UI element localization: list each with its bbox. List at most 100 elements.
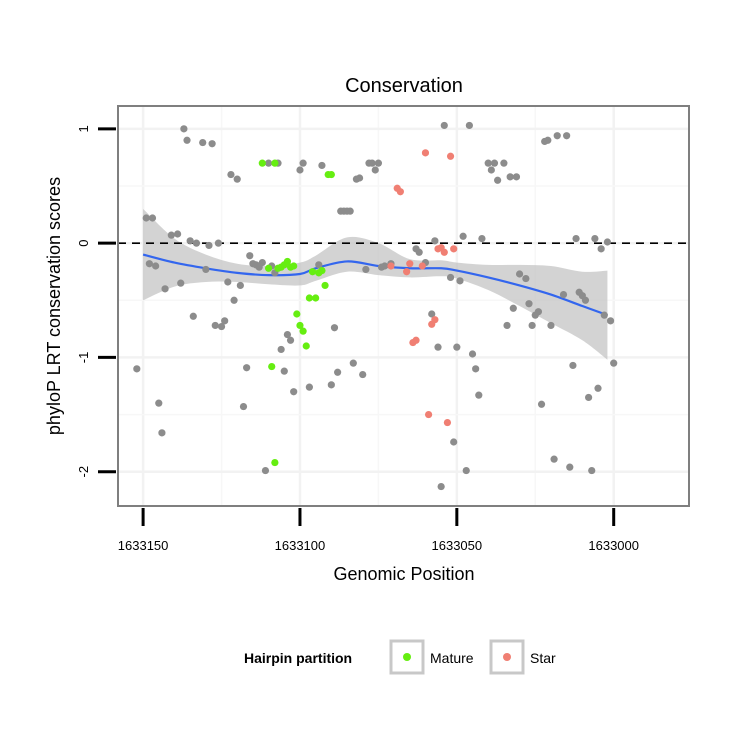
data-point-star bbox=[424, 410, 433, 419]
data-point-other bbox=[472, 365, 480, 373]
x-tick-label: 1633100 bbox=[275, 538, 326, 553]
data-point-other bbox=[588, 466, 596, 475]
data-point-other bbox=[180, 125, 188, 133]
data-point-star bbox=[446, 152, 455, 160]
data-point-other bbox=[509, 304, 517, 312]
data-point-other bbox=[450, 438, 458, 446]
data-point-other bbox=[566, 463, 574, 471]
data-point-other bbox=[453, 343, 461, 351]
x-tick-label: 1633150 bbox=[118, 538, 169, 553]
data-point-other bbox=[431, 237, 439, 245]
data-point-other bbox=[346, 207, 354, 215]
data-point-star bbox=[387, 262, 395, 270]
data-point-other bbox=[334, 368, 342, 376]
data-point-mature bbox=[327, 170, 335, 179]
y-tick-label: 1 bbox=[76, 125, 91, 132]
data-point-mature bbox=[321, 281, 329, 290]
data-point-other bbox=[246, 252, 254, 260]
data-point-other bbox=[277, 345, 285, 354]
data-point-other bbox=[465, 121, 473, 130]
data-point-other bbox=[148, 214, 157, 222]
data-point-other bbox=[610, 359, 618, 367]
data-point-other bbox=[381, 262, 389, 270]
data-point-star bbox=[440, 248, 448, 256]
data-point-other bbox=[528, 321, 536, 330]
data-point-mature bbox=[290, 262, 298, 270]
data-point-other bbox=[459, 232, 467, 240]
data-point-other bbox=[500, 159, 508, 167]
data-point-other bbox=[142, 214, 150, 222]
y-axis-label: phyloP LRT conservation scores bbox=[44, 177, 64, 435]
data-point-other bbox=[177, 279, 185, 287]
chart-title: Conservation bbox=[345, 75, 463, 97]
data-point-other bbox=[550, 455, 558, 463]
data-point-other bbox=[428, 310, 436, 318]
data-point-star bbox=[450, 245, 458, 253]
data-point-other bbox=[283, 330, 292, 339]
data-point-other bbox=[205, 241, 213, 250]
data-point-other bbox=[446, 273, 455, 282]
data-point-other bbox=[258, 258, 266, 267]
data-point-other bbox=[374, 159, 383, 167]
data-point-other bbox=[490, 159, 499, 167]
panel-border bbox=[117, 105, 690, 507]
data-point-other bbox=[484, 159, 492, 167]
data-point-other bbox=[503, 321, 511, 330]
legend-title: Hairpin partition bbox=[244, 650, 352, 666]
data-point-other bbox=[167, 231, 175, 239]
data-point-other bbox=[145, 260, 153, 268]
data-point-other bbox=[434, 343, 442, 351]
data-point-star bbox=[403, 268, 411, 276]
data-point-other bbox=[462, 466, 470, 475]
data-point-star bbox=[412, 336, 420, 344]
data-point-other bbox=[161, 285, 169, 293]
data-point-other bbox=[214, 239, 222, 247]
data-point-star bbox=[431, 316, 439, 324]
data-point-other bbox=[581, 296, 590, 304]
data-point-other bbox=[594, 384, 602, 392]
plot-panel bbox=[117, 105, 690, 507]
data-point-other bbox=[506, 173, 514, 181]
data-point-other bbox=[208, 140, 216, 148]
data-point-other bbox=[585, 393, 593, 402]
data-point-other bbox=[359, 370, 367, 379]
data-point-other bbox=[155, 399, 163, 407]
data-point-other bbox=[261, 466, 270, 475]
data-point-other bbox=[305, 383, 313, 391]
data-point-mature bbox=[318, 266, 326, 275]
data-point-other bbox=[544, 136, 552, 144]
data-point-other bbox=[221, 317, 229, 325]
data-point-other bbox=[537, 400, 546, 408]
x-axis-label: Genomic Position bbox=[333, 564, 474, 584]
data-point-other bbox=[192, 239, 201, 247]
data-point-other bbox=[280, 367, 288, 375]
data-point-mature bbox=[271, 458, 279, 467]
data-point-other bbox=[217, 322, 226, 331]
data-point-other bbox=[189, 312, 197, 320]
data-point-other bbox=[534, 308, 543, 316]
data-point-other bbox=[230, 296, 238, 304]
data-point-other bbox=[522, 274, 530, 283]
data-point-mature bbox=[299, 327, 307, 335]
legend-label-mature: Mature bbox=[430, 650, 474, 666]
data-point-other bbox=[600, 311, 608, 319]
data-point-other bbox=[199, 138, 207, 147]
data-point-mature bbox=[308, 268, 317, 276]
data-point-other bbox=[152, 262, 160, 270]
data-point-other bbox=[243, 364, 251, 372]
data-point-star bbox=[443, 418, 452, 427]
data-point-star bbox=[418, 262, 426, 270]
data-point-other bbox=[597, 245, 605, 253]
y-tick-label: -2 bbox=[76, 466, 91, 478]
data-point-other bbox=[186, 237, 194, 245]
legend-swatch-star bbox=[503, 653, 511, 661]
data-point-other bbox=[355, 174, 364, 182]
data-point-star bbox=[421, 149, 430, 157]
data-point-other bbox=[318, 161, 326, 170]
data-point-other bbox=[211, 321, 219, 330]
data-point-other bbox=[327, 381, 335, 389]
data-point-other bbox=[330, 324, 339, 332]
data-point-other bbox=[456, 277, 464, 285]
data-point-other bbox=[603, 238, 612, 246]
